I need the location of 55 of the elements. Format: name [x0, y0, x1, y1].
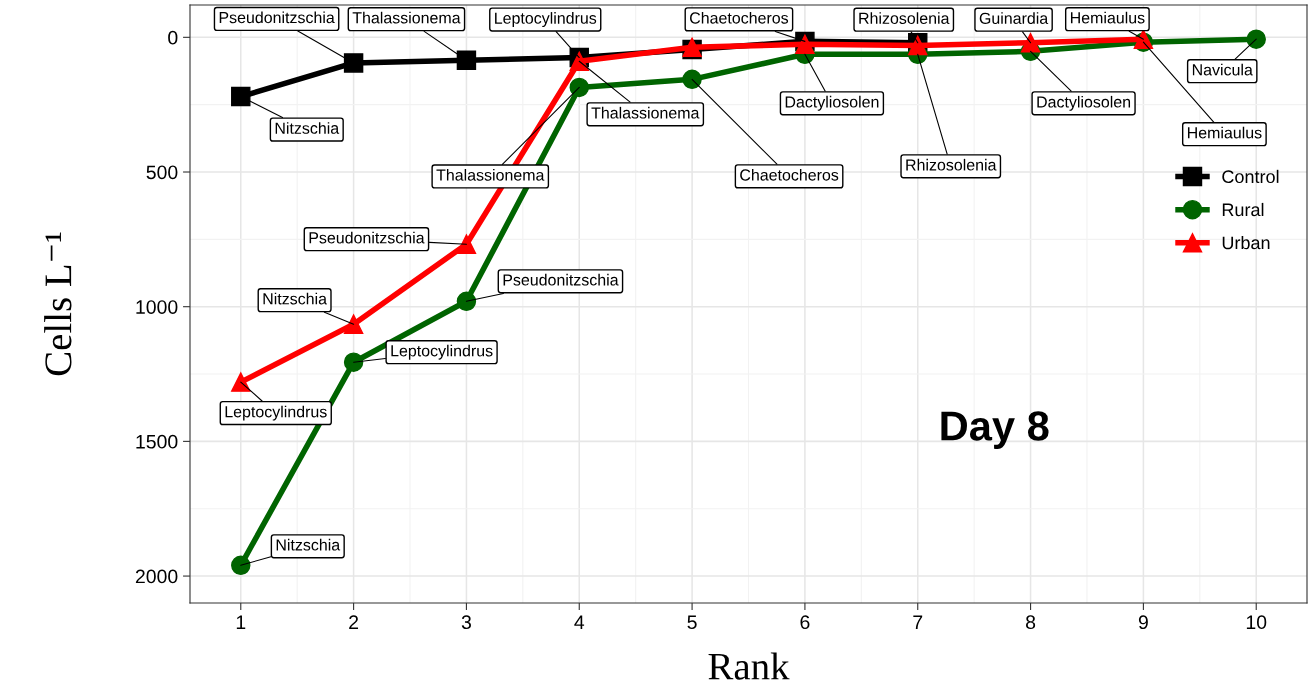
x-tick-label: 1 — [236, 615, 246, 629]
annotation: Pseudonitzschia — [309, 231, 425, 244]
point — [456, 50, 477, 70]
x-tick-label: 10 — [1246, 615, 1267, 630]
annotation: Pseudonitzschia — [219, 11, 335, 24]
annotation: Leptocylindrus — [391, 344, 493, 360]
annotation: Thalassionema — [591, 106, 700, 119]
annotation: Chaetocheros — [740, 168, 839, 181]
point — [456, 291, 477, 312]
legend-label: Rural — [1222, 202, 1264, 217]
point — [569, 77, 589, 98]
annotation: Hemiaulus — [1187, 126, 1262, 139]
y-tick-label: 0 — [168, 30, 178, 45]
annotation: Day 8 — [941, 411, 1049, 449]
x-tick-label: 9 — [1138, 615, 1148, 630]
y-tick-label: 1000 — [136, 300, 178, 314]
point — [1020, 32, 1041, 53]
annotation: Nitzschia — [276, 538, 341, 551]
point — [1246, 29, 1266, 49]
annotation: Nitzschia — [275, 122, 340, 134]
annotation: Thalassionema — [436, 168, 545, 181]
x-tick-label: 4 — [574, 615, 585, 629]
point — [343, 53, 364, 73]
x-tick-label: 5 — [687, 615, 697, 630]
x-axis-title: Rank — [708, 652, 790, 680]
x-tick-label: 7 — [913, 615, 923, 629]
y-tick-label: 2000 — [135, 569, 178, 584]
x-tick-label: 2 — [349, 615, 359, 629]
y-tick-label: 1500 — [136, 434, 178, 449]
annotation: Thalassionema — [352, 11, 461, 24]
annotation: Rhizosolenia — [859, 12, 950, 24]
point — [343, 314, 364, 334]
legend-label: Control — [1222, 169, 1279, 184]
point — [231, 555, 251, 576]
annotation: Dactyliosolen — [785, 95, 879, 111]
annotation: Leptocylindrus — [225, 405, 327, 421]
y-axis-title: Cells L⁻¹ — [44, 232, 72, 376]
point — [231, 86, 251, 107]
point — [343, 352, 364, 372]
x-tick-label: 6 — [800, 615, 810, 630]
annotation: Rhizosolenia — [906, 158, 997, 171]
annotation: Navicula — [1192, 63, 1253, 76]
legend-label: Urban — [1222, 235, 1270, 250]
annotation: Pseudonitzschia — [503, 273, 619, 286]
annotation: Chaetocheros — [690, 11, 789, 24]
x-tick-label: 3 — [461, 615, 471, 630]
y-tick-label: 500 — [146, 165, 178, 180]
annotation: Hemiaulus — [1070, 11, 1145, 24]
point — [682, 69, 702, 90]
annotation: Guinardia — [979, 12, 1049, 24]
annotation: Leptocylindrus — [495, 12, 597, 27]
x-tick-label: 8 — [1026, 615, 1036, 630]
point — [456, 234, 477, 254]
annotation: Nitzschia — [263, 292, 327, 305]
annotation: Dactyliosolen — [1037, 95, 1131, 111]
